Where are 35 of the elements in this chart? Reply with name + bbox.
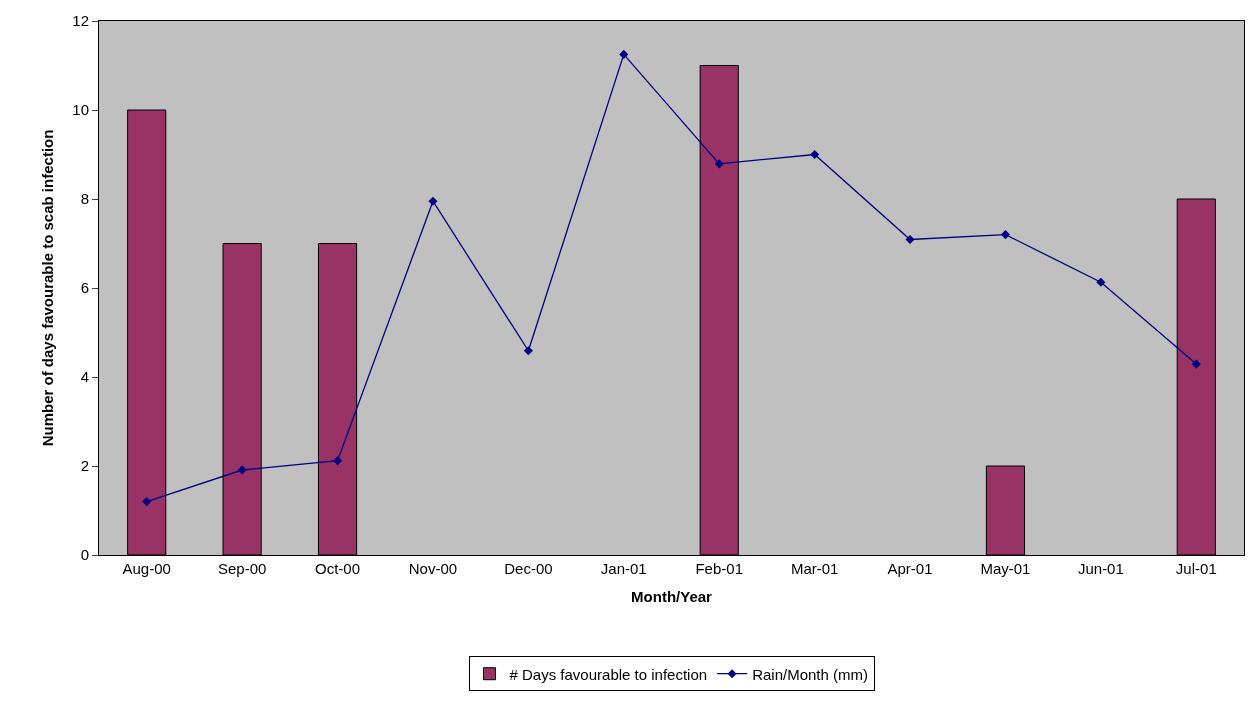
point [428,196,438,206]
x-tick-label: Jan-01 [600,560,647,577]
point [523,346,533,356]
point [1096,277,1106,287]
y-tick-label: 2 [80,457,89,475]
point [714,159,724,169]
y-axis-title: Number of days favourable to scab infection [38,129,56,447]
point [905,234,915,245]
x-tick-label: Apr-01 [887,560,933,577]
point [1191,359,1201,369]
x-tick-label: Jul-01 [1175,560,1217,577]
x-tick-label: Mar-01 [790,560,839,577]
y-tick-label: 12 [72,12,89,30]
x-tick-label: Oct-00 [315,560,361,577]
x-tick-label: Sep-00 [217,560,267,577]
x-tick-label: Aug-00 [122,560,171,577]
y-tick-label: 4 [80,368,89,386]
y-tick-label: 0 [80,546,89,564]
point [237,465,247,475]
y-tick-label: 8 [80,190,89,208]
point [142,497,152,507]
x-tick-label: Feb-01 [695,560,743,577]
point [1000,230,1011,240]
x-tick-label: Nov-00 [408,560,458,577]
y-tick-label: 10 [72,101,89,119]
point [619,49,629,59]
legend-label: Rain/Month (mm) [752,665,868,683]
point [332,456,343,466]
y-tick-label: 6 [80,279,89,297]
x-axis-title: Month/Year [631,588,713,605]
legend-label: # Days favourable to infection [509,665,708,683]
point [810,149,820,160]
x-tick-label: Dec-00 [504,560,553,577]
x-tick-label: Jun-01 [1077,560,1124,577]
x-tick-label: May-01 [980,560,1031,577]
